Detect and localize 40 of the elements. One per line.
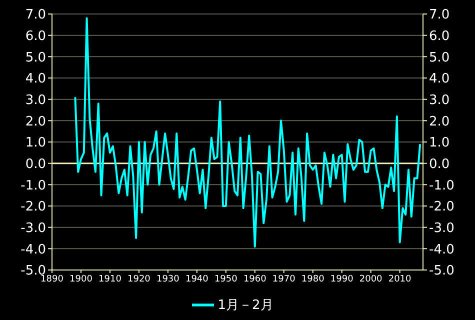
- y2-tick-label: -3.0: [429, 220, 454, 236]
- y2-tick-label: 1.0: [429, 136, 450, 151]
- y-tick-label: 4.0: [25, 72, 46, 87]
- y-tick-label: -2.0: [20, 200, 46, 215]
- x-tick-label: 1970: [272, 274, 296, 284]
- x-tick-label: 1960: [243, 274, 267, 284]
- x-tick-label: 1950: [214, 274, 238, 284]
- y2-tick-label: -2.0: [429, 200, 454, 215]
- y2-tick-label: 2.0: [429, 114, 450, 130]
- y-tick-label: 1.0: [25, 136, 46, 151]
- y2-tick-label: 3.0: [429, 92, 450, 108]
- x-tick-label: 2000: [359, 274, 383, 284]
- y-tick-label: 0.0: [25, 156, 46, 172]
- y-tick-label: 2.0: [25, 114, 46, 130]
- x-tick-label: 1920: [128, 274, 151, 284]
- y-tick-label: -3.0: [20, 220, 46, 236]
- y-tick-label: -4.0: [20, 242, 46, 258]
- y2-tick-label: 7.0: [429, 8, 450, 23]
- x-tick-label: 1910: [98, 274, 122, 284]
- y-tick-label: 6.0: [25, 28, 46, 44]
- x-tick-label: 1990: [330, 274, 354, 284]
- y2-tick-label: 6.0: [429, 28, 450, 44]
- y-tick-label: -1.0: [20, 178, 46, 194]
- y-tick-label: 3.0: [25, 92, 46, 108]
- x-tick-label: 1940: [185, 274, 209, 284]
- y2-tick-label: -5.0: [429, 264, 454, 279]
- legend-label: 1月－2月: [218, 298, 274, 314]
- y-tick-label: 7.0: [25, 8, 46, 23]
- y-tick-label: 5.0: [25, 50, 46, 66]
- y2-tick-label: 4.0: [429, 72, 450, 87]
- y2-tick-label: -1.0: [429, 178, 454, 194]
- x-tick-label: 2010: [388, 274, 412, 284]
- y2-tick-label: -4.0: [429, 242, 454, 258]
- line-series: [74, 17, 422, 248]
- x-tick-label: 1980: [301, 274, 325, 284]
- x-tick-label: 1890: [40, 274, 64, 284]
- x-tick-label: 1900: [70, 274, 93, 284]
- y2-tick-label: 0.0: [429, 156, 450, 172]
- y2-tick-label: 5.0: [429, 50, 450, 66]
- x-tick-label: 1930: [156, 274, 180, 284]
